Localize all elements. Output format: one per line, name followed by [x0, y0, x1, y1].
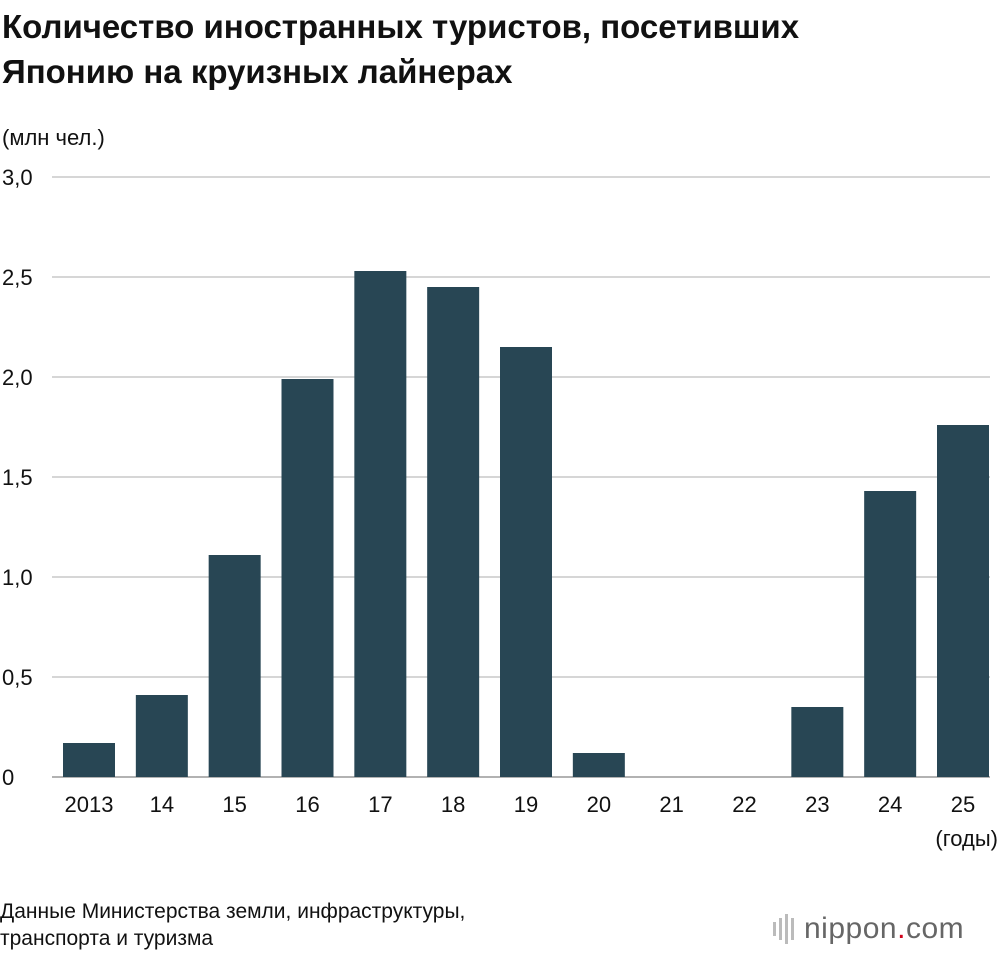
chart-title-line-2: Японию на круизных лайнерах [2, 53, 513, 90]
chart-title-line-1: Количество иностранных туристов, посетив… [2, 8, 800, 45]
nippon-logo-text: nippon. com [804, 912, 964, 946]
y-tick-label: 1,0 [2, 565, 33, 590]
bars [63, 271, 989, 777]
y-tick-label: 3,0 [2, 165, 33, 190]
bar-chart: (млн чел.) 0 0,5 1,0 1,5 2,0 2,5 3,0 2013 14 15 1… [2, 125, 998, 851]
source-line-2: транспорта и туризма [0, 927, 214, 950]
source-line-1: Данные Министерства земли, инфраструктур… [0, 900, 466, 923]
bar-16 [281, 379, 334, 777]
x-tick-label: 25 [951, 792, 975, 817]
chart-title: Количество иностранных туристов, посетив… [2, 4, 799, 94]
bar-2013 [63, 743, 115, 777]
x-tick-labels: 2013 14 15 16 17 18 19 20 21 22 23 24 25 [65, 792, 976, 817]
y-tick-label: 2,5 [2, 265, 33, 290]
nippon-logo[interactable]: nippon. com [772, 907, 964, 951]
source-note: Данные Министерства земли, инфраструктур… [0, 898, 465, 952]
y-tick-label: 1,5 [2, 465, 33, 490]
x-axis-label: (годы) [935, 826, 998, 851]
bar-24 [864, 491, 917, 777]
y-tick-label: 0,5 [2, 665, 33, 690]
bar-18 [427, 287, 480, 777]
logo-prefix: nippon [804, 912, 898, 945]
x-tick-label: 18 [441, 792, 465, 817]
y-tick-labels: 0 0,5 1,0 1,5 2,0 2,5 3,0 [2, 165, 33, 790]
nippon-logo-icon [773, 914, 794, 944]
bar-15 [208, 555, 261, 777]
x-tick-label: 24 [878, 792, 902, 817]
bar-14 [135, 695, 188, 777]
bar-25 [937, 425, 989, 777]
x-tick-label: 20 [587, 792, 611, 817]
x-tick-label: 21 [659, 792, 683, 817]
bar-17 [354, 271, 407, 777]
x-tick-label: 2013 [65, 792, 114, 817]
x-tick-label: 15 [222, 792, 246, 817]
x-tick-label: 17 [368, 792, 392, 817]
bar-19 [500, 347, 552, 777]
logo-suffix: com [905, 912, 965, 945]
x-tick-label: 19 [514, 792, 538, 817]
y-tick-label: 0 [2, 765, 14, 790]
x-tick-label: 16 [295, 792, 319, 817]
y-axis-label: (млн чел.) [2, 125, 105, 150]
bar-23 [791, 707, 844, 777]
bar-20 [572, 753, 625, 777]
y-tick-label: 2,0 [2, 365, 33, 390]
x-tick-label: 22 [732, 792, 756, 817]
x-tick-label: 23 [805, 792, 829, 817]
logo-dot: . [897, 912, 906, 945]
x-tick-label: 14 [150, 792, 174, 817]
